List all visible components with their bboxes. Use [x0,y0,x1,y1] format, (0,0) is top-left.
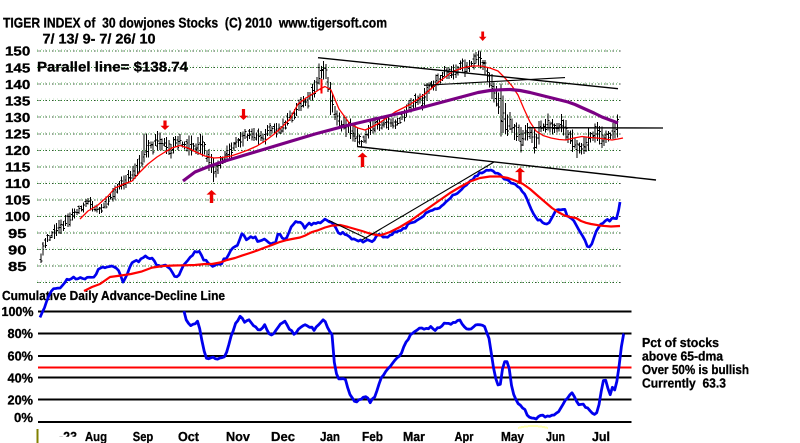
svg-text:Feb: Feb [362,429,383,443]
svg-text:100%: 100% [2,304,34,319]
svg-text:130: 130 [5,110,30,125]
svg-text:Parallel line= $138.74: Parallel line= $138.74 [37,59,188,75]
svg-text:May: May [501,429,525,443]
svg-text:80%: 80% [8,326,34,341]
svg-text:Mar: Mar [403,429,425,443]
svg-text:110: 110 [5,176,30,191]
svg-text:150: 150 [5,44,30,59]
svg-text:Nov: Nov [226,429,251,443]
svg-text:Apr: Apr [455,429,474,443]
svg-text:above 65-dma: above 65-dma [642,349,724,364]
svg-text:20%: 20% [8,393,34,408]
svg-text:105: 105 [5,193,30,208]
svg-text:145: 145 [5,60,30,75]
svg-text:-23: -23 [59,429,77,443]
svg-text:Currently 63.3: Currently 63.3 [642,376,726,391]
svg-text:Sep: Sep [133,429,154,443]
svg-text:125: 125 [5,127,30,142]
svg-text:Pct of stocks: Pct of stocks [642,335,719,350]
svg-text:0%: 0% [14,410,33,425]
svg-text:120: 120 [5,143,30,158]
svg-text:Jan: Jan [320,429,340,443]
svg-text:Jun: Jun [546,429,565,443]
svg-text:Dec: Dec [271,429,295,443]
svg-text:Over 50% is bullish: Over 50% is bullish [642,362,749,377]
svg-text:7/ 13/ 9- 7/ 26/ 10: 7/ 13/ 9- 7/ 26/ 10 [43,31,156,47]
svg-text:135: 135 [5,93,30,108]
svg-text:90: 90 [8,242,27,257]
svg-text:TIGER INDEX of 30 dowjones St: TIGER INDEX of 30 dowjones Stocks (C) 20… [3,15,387,31]
svg-text:115: 115 [5,160,30,175]
svg-text:95: 95 [8,226,27,241]
svg-text:40%: 40% [8,371,34,386]
svg-text:60%: 60% [8,349,34,364]
svg-text:140: 140 [5,77,30,92]
svg-text:Aug: Aug [85,429,107,443]
svg-text:85: 85 [8,259,27,274]
svg-text:100: 100 [5,209,30,224]
svg-text:Oct: Oct [178,429,200,443]
svg-text:Jul: Jul [592,429,610,443]
svg-text:Cumulative Daily Advance-Decli: Cumulative Daily Advance-Decline Line [2,288,225,303]
